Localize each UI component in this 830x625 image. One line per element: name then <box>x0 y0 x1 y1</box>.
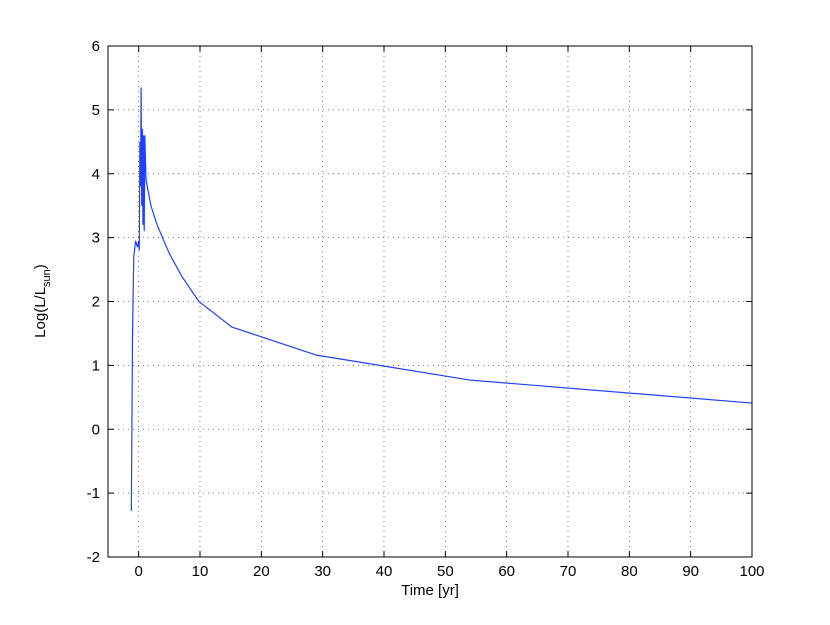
ticks: 0 10 20 30 40 50 60 70 80 90 100 -2 -1 0 1 2 3 4 5 6 <box>87 38 765 580</box>
plot <box>130 87 753 512</box>
x-tick-label: 90 <box>682 563 699 580</box>
x-tick-label: 100 <box>739 563 764 580</box>
y-label-sub: sun <box>41 269 53 287</box>
x-axis-label: Time [yr] <box>401 582 459 599</box>
x-tick-label: 60 <box>498 563 515 580</box>
y-tick-label: 3 <box>92 230 100 247</box>
y-tick-label: 1 <box>92 357 100 374</box>
y-label-end: ) <box>32 264 49 269</box>
y-tick-label: -1 <box>87 485 100 502</box>
y-tick-label: 6 <box>92 38 100 55</box>
y-tick-label: 5 <box>92 102 100 119</box>
x-tick-label: 30 <box>314 563 331 580</box>
y-tick-label: 4 <box>92 166 100 183</box>
y-label-main: Log(L/L <box>32 287 49 338</box>
x-tick-label: 50 <box>437 563 454 580</box>
x-tick-label: 20 <box>253 563 270 580</box>
x-tick-label: 40 <box>376 563 393 580</box>
y-tick-label: 0 <box>92 421 100 438</box>
y-axis-label: Log(L/Lsun) <box>32 264 53 338</box>
y-tick-label: -2 <box>87 549 100 566</box>
x-tick-label: 10 <box>192 563 209 580</box>
x-tick-label: 0 <box>134 563 142 580</box>
x-tick-label: 70 <box>560 563 577 580</box>
series-line <box>130 87 753 512</box>
y-tick-label: 2 <box>92 294 100 311</box>
x-tick-label: 80 <box>621 563 638 580</box>
